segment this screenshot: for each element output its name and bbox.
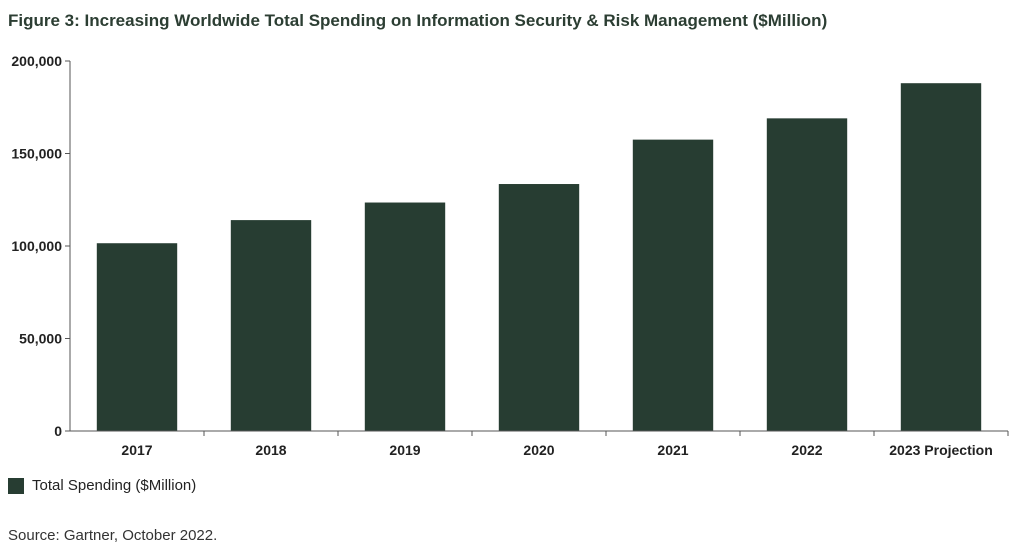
x-tick-label: 2017 — [121, 442, 152, 458]
y-axis-ticks: 0 50,000 100,000 150,000 200,000 — [11, 53, 70, 439]
y-tick-label: 200,000 — [11, 53, 62, 69]
x-axis-labels: 2017 2018 2019 2020 2021 2022 2023 Projection — [121, 431, 1009, 458]
bar-2022 — [766, 118, 848, 431]
x-tick-label: 2021 — [657, 442, 688, 458]
legend-swatch — [8, 477, 24, 494]
bars-group — [96, 83, 982, 431]
y-tick-label: 0 — [54, 423, 62, 439]
source-note: Source: Gartner, October 2022. — [8, 527, 218, 544]
bar-2021 — [632, 139, 714, 431]
chart-title: Figure 3: Increasing Worldwide Total Spe… — [8, 11, 828, 30]
bar-2017 — [96, 243, 178, 431]
bar-2020 — [498, 184, 580, 431]
bar-2023-projection — [900, 83, 982, 431]
bar-2019 — [364, 202, 446, 431]
x-tick-label: 2023 Projection — [889, 442, 993, 458]
y-tick-label: 100,000 — [11, 238, 62, 254]
x-tick-label: 2022 — [791, 442, 822, 458]
x-tick-label: 2020 — [523, 442, 554, 458]
legend-label: Total Spending ($Million) — [32, 477, 197, 494]
x-tick-label: 2019 — [389, 442, 420, 458]
legend: Total Spending ($Million) — [8, 477, 196, 494]
y-tick-label: 150,000 — [11, 146, 62, 162]
x-tick-label: 2018 — [255, 442, 286, 458]
bar-2018 — [230, 220, 312, 431]
y-tick-label: 50,000 — [19, 331, 62, 347]
